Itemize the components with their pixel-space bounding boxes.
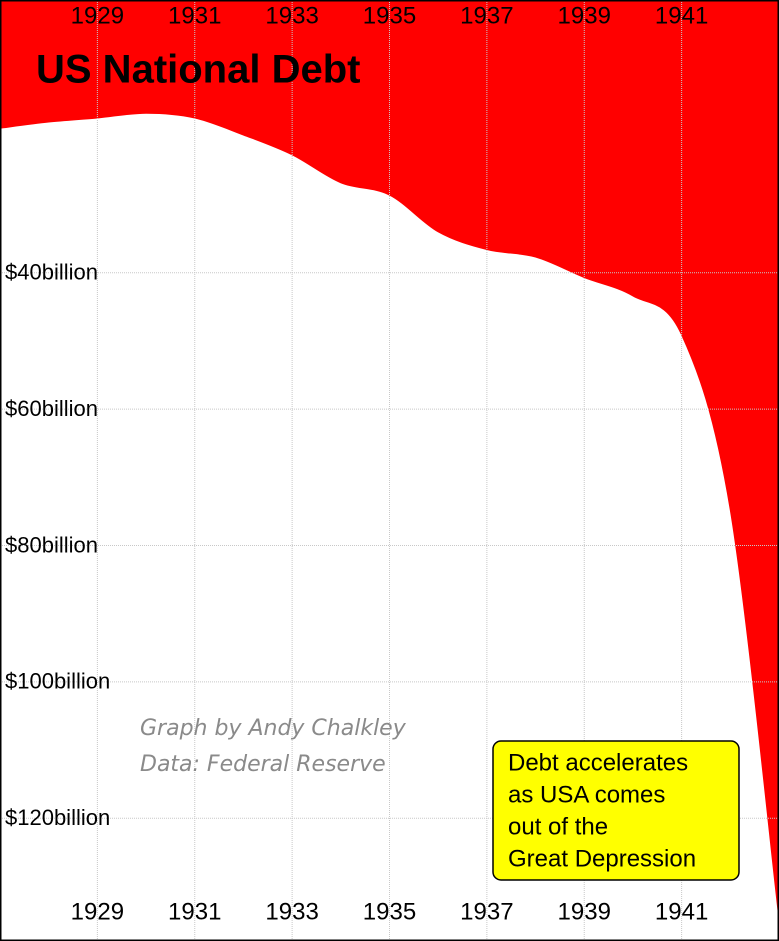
x-tick-label: 1935 <box>363 898 416 925</box>
x-tick-label: 1939 <box>558 2 611 29</box>
credit: Data: Federal Reserve <box>140 752 386 777</box>
debt-area <box>0 0 779 920</box>
x-tick-label: 1935 <box>363 2 416 29</box>
annotation-box <box>492 740 740 881</box>
chart-title: US National Debt <box>36 48 360 92</box>
x-tick-label: 1929 <box>71 898 124 925</box>
x-tick-label: 1933 <box>265 898 318 925</box>
x-tick-label: 1931 <box>168 2 221 29</box>
y-tick-label: $40billion <box>5 260 98 285</box>
debt-line <box>0 112 779 920</box>
x-tick-label: 1941 <box>655 898 708 925</box>
annotation-text: Great Depression <box>508 845 696 872</box>
x-tick-label: 1939 <box>558 898 611 925</box>
y-tick-label: $120billion <box>5 805 110 830</box>
y-tick-label: $80billion <box>5 532 98 557</box>
x-tick-label: 1937 <box>460 2 513 29</box>
y-tick-label: $100billion <box>5 669 110 694</box>
annotation-text: out of the <box>508 813 608 840</box>
credit: Graph by Andy Chalkley <box>140 716 407 741</box>
annotation-text: as USA comes <box>508 781 665 808</box>
x-tick-label: 1933 <box>265 2 318 29</box>
x-tick-label: 1937 <box>460 898 513 925</box>
x-tick-label: 1941 <box>655 2 708 29</box>
y-tick-label: $60billion <box>5 396 98 421</box>
annotation-text: Debt accelerates <box>508 749 688 776</box>
x-tick-label: 1931 <box>168 898 221 925</box>
x-tick-label: 1929 <box>71 2 124 29</box>
